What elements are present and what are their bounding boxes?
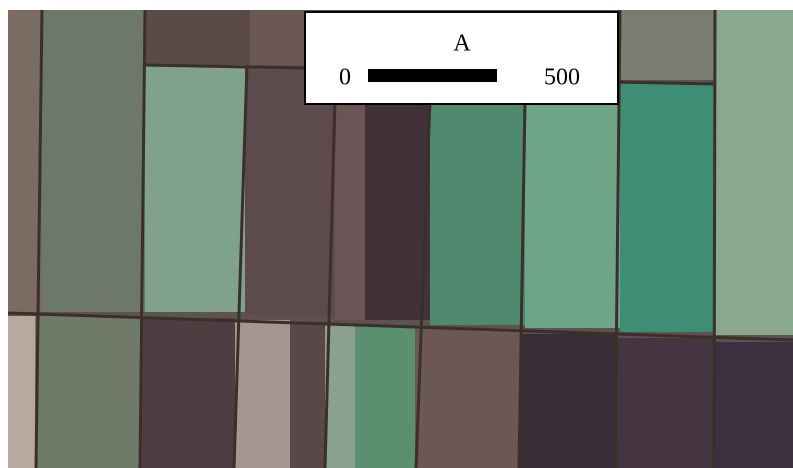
field <box>245 70 335 315</box>
field <box>620 84 715 332</box>
field <box>250 10 305 65</box>
field <box>42 10 145 312</box>
scale-bar <box>368 69 497 82</box>
boundary <box>620 82 715 84</box>
scale-start: 0 <box>339 65 351 91</box>
field <box>415 328 520 468</box>
field <box>615 338 715 468</box>
field <box>715 342 793 468</box>
field <box>8 316 35 468</box>
field <box>335 100 365 320</box>
boundary <box>714 10 715 468</box>
panel-label: A <box>453 31 471 57</box>
field <box>715 10 793 335</box>
field <box>140 318 235 468</box>
field <box>430 100 525 325</box>
field <box>145 10 250 65</box>
field <box>620 10 715 80</box>
field <box>365 100 430 320</box>
field <box>235 320 290 468</box>
field <box>35 316 140 468</box>
aerial-image: A 0 500 <box>0 0 793 468</box>
scale-end: 500 <box>544 65 580 91</box>
scale-box: A 0 500 <box>305 12 618 104</box>
field <box>8 10 42 312</box>
field <box>525 100 620 328</box>
field <box>290 322 325 468</box>
field <box>355 326 415 468</box>
page: A 0 500 (() => { const data = JSON.parse… <box>0 0 793 468</box>
field <box>520 334 615 468</box>
field <box>145 65 245 312</box>
